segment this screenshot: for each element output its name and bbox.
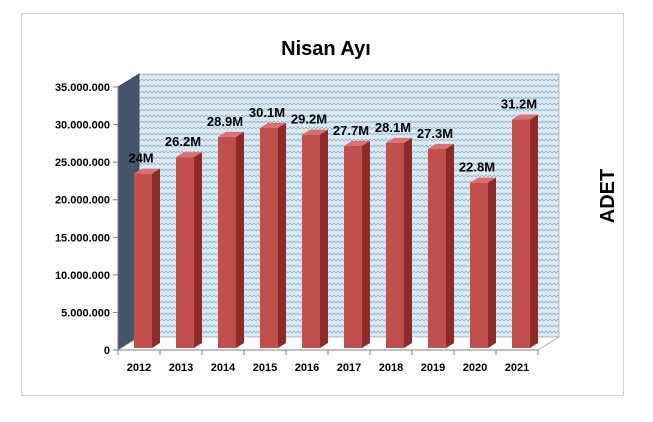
bar-front — [428, 148, 446, 348]
data-label: 28.1M — [375, 120, 411, 135]
x-axis: 2012 2013 2014 2015 2016 2017 2018 2019 2020 2021 — [117, 349, 539, 374]
y-tick-label: 25.000.000 — [55, 157, 110, 169]
bar — [470, 177, 496, 348]
bar-front — [176, 157, 194, 348]
data-label: 26.2M — [165, 134, 201, 149]
bar-top — [428, 143, 454, 149]
bar-top — [134, 168, 160, 174]
bar-top — [260, 122, 286, 128]
chart-title: Nisan Ayı — [281, 38, 371, 60]
bar — [218, 131, 244, 348]
data-label: 31.2M — [501, 97, 537, 112]
bar-side — [236, 131, 244, 348]
bar — [428, 143, 454, 348]
bar-side — [530, 114, 538, 348]
y-tick-label: 30.000.000 — [55, 120, 110, 132]
bar-top — [386, 137, 412, 143]
bar — [302, 129, 328, 348]
bars — [134, 114, 538, 348]
data-label: 27.7M — [333, 123, 369, 138]
y-tick-label: 10.000.000 — [55, 270, 110, 282]
bar-front — [302, 134, 320, 348]
bar-side — [362, 140, 370, 348]
data-label: 22.8M — [459, 160, 495, 175]
x-tick-label: 2014 — [211, 362, 236, 374]
bar-top — [176, 152, 202, 158]
y-tick-label: 5.000.000 — [61, 307, 110, 319]
x-tick-label: 2015 — [253, 362, 277, 374]
x-tick-label: 2020 — [463, 362, 487, 374]
x-tick-label: 2016 — [295, 362, 319, 374]
bar — [134, 168, 160, 348]
x-tick-label: 2019 — [421, 362, 445, 374]
bar-front — [344, 145, 362, 348]
bar-top — [302, 129, 328, 135]
bar-front — [386, 142, 404, 348]
data-label: 27.3M — [417, 126, 453, 141]
bar-front — [260, 127, 278, 348]
y-tick-label: 0 — [104, 345, 110, 357]
x-tick-label: 2021 — [505, 362, 529, 374]
bar-side — [404, 137, 412, 348]
bar-side — [320, 129, 328, 348]
data-label: 24M — [128, 151, 153, 166]
y-tick-label: 35.000.000 — [55, 82, 110, 94]
y-axis-label: ADET — [597, 169, 619, 223]
x-tick-label: 2013 — [169, 362, 193, 374]
bar — [344, 140, 370, 348]
y-axis: 0 5.000.000 10.000.000 15.000.000 20.000.000… — [55, 82, 119, 357]
chart-frame — [21, 13, 624, 396]
bar-side — [278, 122, 286, 348]
bar-side — [194, 152, 202, 348]
data-label: 30.1M — [249, 105, 285, 120]
bar — [176, 152, 202, 348]
bar-top — [470, 177, 496, 183]
bar — [512, 114, 538, 348]
bar-side — [446, 143, 454, 348]
bar-top — [218, 131, 244, 137]
bar — [260, 122, 286, 348]
y-tick-label: 20.000.000 — [55, 195, 110, 207]
bar-front — [134, 173, 152, 348]
bar-front — [470, 182, 488, 348]
bar-front — [218, 136, 236, 348]
bar — [386, 137, 412, 348]
x-tick-label: 2017 — [337, 362, 361, 374]
bar-top — [344, 140, 370, 146]
data-label: 28.9M — [207, 114, 243, 129]
bar-top — [512, 114, 538, 120]
data-label: 29.2M — [291, 112, 327, 127]
bar-side — [488, 177, 496, 348]
x-tick-label: 2012 — [127, 362, 151, 374]
bar-front — [512, 119, 530, 348]
bar-side — [152, 168, 160, 348]
data-labels: 24M 26.2M 28.9M 30.1M 29.2M 27.7M 28.1M 27.3M 22… — [128, 97, 537, 175]
x-tick-label: 2018 — [379, 362, 403, 374]
y-tick-label: 15.000.000 — [55, 232, 110, 244]
